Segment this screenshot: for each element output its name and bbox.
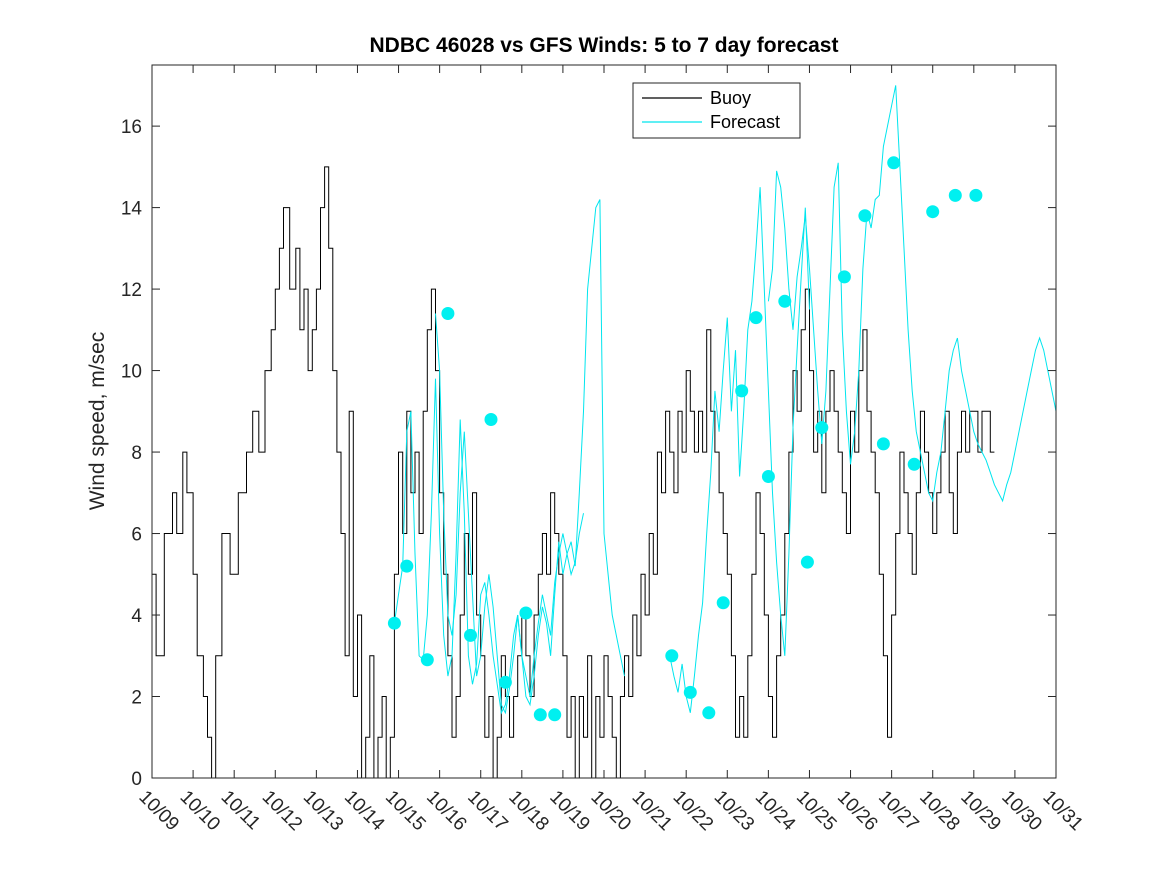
- y-tick-label: 14: [121, 199, 143, 220]
- legend-label-buoy: Buoy: [710, 88, 751, 108]
- forecast-marker: [926, 205, 940, 219]
- forecast-line-3: [767, 85, 1057, 503]
- legend: Buoy Forecast: [632, 82, 801, 139]
- forecast-marker: [800, 555, 814, 569]
- forecast-marker: [702, 706, 716, 720]
- forecast-marker: [778, 294, 792, 308]
- forecast-marker: [761, 470, 775, 483]
- forecast-marker: [716, 596, 730, 610]
- forecast-marker: [683, 685, 697, 699]
- forecast-marker: [969, 188, 983, 202]
- y-tick-label: 12: [121, 280, 142, 301]
- forecast-marker: [441, 307, 455, 320]
- forecast-marker: [387, 616, 401, 630]
- y-tick-label: 10: [121, 362, 142, 383]
- y-tick-label: 16: [121, 117, 142, 138]
- y-axis: 0 2 4 6 8 10 12 14 16: [121, 117, 1056, 790]
- buoy-series: [152, 166, 995, 779]
- forecast-marker: [907, 457, 921, 471]
- y-tick-label: 2: [131, 688, 142, 709]
- forecast-markers: [387, 156, 983, 722]
- forecast-marker: [887, 156, 901, 170]
- forecast-marker: [749, 311, 763, 325]
- forecast-marker: [948, 188, 962, 202]
- legend-box: [632, 82, 801, 139]
- y-tick-label: 0: [131, 769, 142, 790]
- y-tick-label: 4: [131, 606, 142, 627]
- y-tick-label: 6: [131, 525, 142, 546]
- forecast-line-1: [435, 313, 584, 715]
- forecast-marker: [400, 559, 414, 573]
- forecast-marker: [464, 628, 477, 642]
- y-axis-label: Wind speed, m/sec: [86, 332, 109, 511]
- y-tick-label: 8: [131, 443, 142, 464]
- forecast-line-0: [393, 199, 625, 715]
- forecast-marker: [858, 209, 872, 223]
- forecast-marker: [484, 413, 498, 426]
- buoy-line: [152, 166, 995, 779]
- forecast-marker: [533, 708, 547, 722]
- forecast-marker: [498, 675, 512, 689]
- forecast-marker: [548, 708, 562, 722]
- chart-title: NDBC 46028 vs GFS Winds: 5 to 7 day fore…: [370, 34, 839, 57]
- forecast-marker: [665, 649, 679, 663]
- forecast-marker: [876, 437, 890, 451]
- forecast-marker: [519, 606, 533, 620]
- forecast-marker: [837, 270, 851, 284]
- forecast-marker: [735, 384, 749, 398]
- legend-label-forecast: Forecast: [710, 112, 780, 132]
- forecast-marker: [815, 421, 829, 435]
- forecast-marker: [420, 653, 434, 667]
